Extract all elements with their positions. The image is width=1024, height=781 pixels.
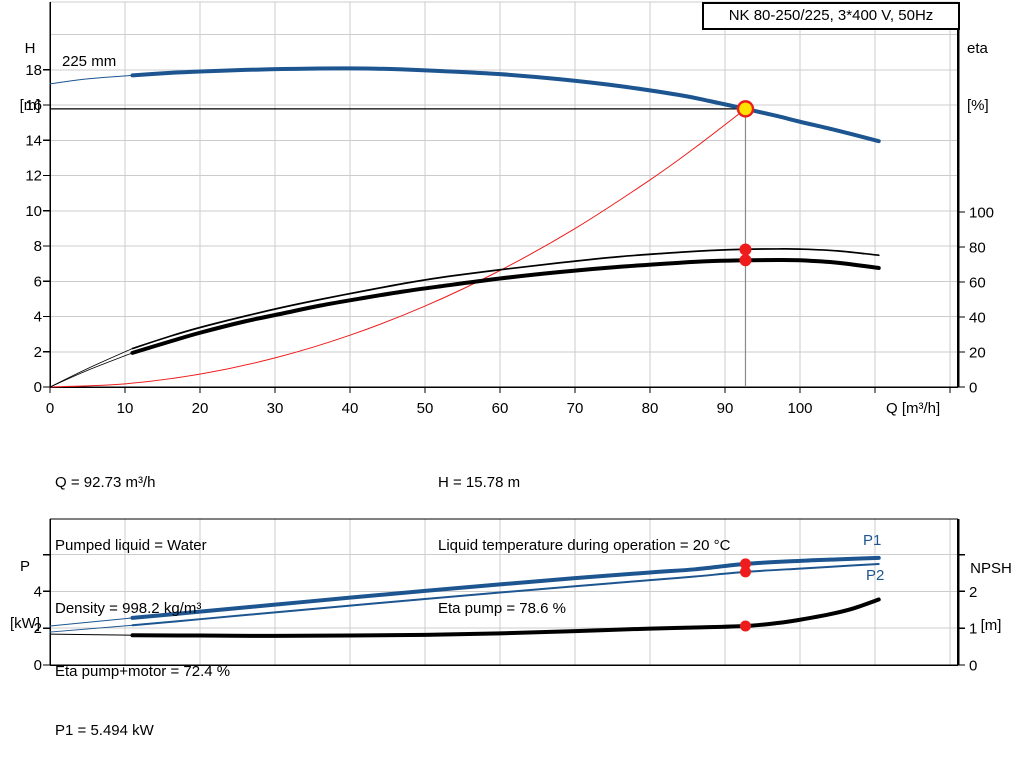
x-axis-tick-label: 0	[46, 400, 54, 417]
right-axis-tick-label: 60	[969, 275, 986, 292]
result-line-eta-pump-motor: Eta pump+motor = 72.4 %	[55, 663, 231, 680]
P1	[130, 555, 881, 620]
right-axis-tick-label: 2	[969, 584, 977, 601]
x-axis-tick-label: 60	[492, 400, 509, 417]
p1-curve-label: P1	[863, 532, 882, 549]
result-line-temperature: Liquid temperature during operation = 20…	[438, 537, 731, 554]
pump-title-box: NK 80-250/225, 3*400 V, 50Hz	[702, 2, 960, 30]
left-axis-tick-label: 2	[34, 620, 42, 637]
P1-lead-in	[49, 617, 133, 627]
npsh-axis-title-symbol: NPSH	[970, 560, 1012, 577]
P2-lead-in	[49, 624, 133, 633]
NPSH-lead-in	[49, 633, 133, 636]
left-axis-tick-label: 10	[25, 203, 42, 220]
npsh-axis-title: NPSH [m]	[966, 521, 1016, 673]
power-axis-title-unit: [kW]	[10, 615, 40, 632]
left-axis-tick-label: 8	[34, 238, 42, 255]
left-axis-tick-label: 2	[34, 344, 42, 361]
result-line-h: H = 15.78 m	[438, 474, 521, 491]
P2	[131, 562, 880, 627]
left-axis-tick-label: 16	[25, 97, 42, 114]
pump-title: NK 80-250/225, 3*400 V, 50Hz	[728, 7, 934, 24]
right-axis-tick-label: 100	[969, 205, 994, 222]
left-axis-tick-label: 12	[25, 168, 42, 185]
x-axis-tick-label: 90	[717, 400, 734, 417]
left-axis-tick-label: 0	[34, 379, 42, 396]
x-axis-tick-label: 10	[117, 400, 134, 417]
power-axis-title: P [kW]	[6, 519, 44, 671]
p2-curve-label: P2	[866, 567, 885, 584]
system-curve	[49, 108, 746, 388]
curve-value-marker	[739, 566, 751, 578]
head-curve-225mm	[130, 66, 881, 144]
x-axis-tick-label: 80	[642, 400, 659, 417]
result-line-density: Density = 998.2 kg/m³	[55, 600, 202, 617]
left-axis-tick-label: 6	[34, 273, 42, 290]
right-axis-tick-label: 1	[969, 621, 977, 638]
left-axis-tick-label: 14	[25, 132, 42, 149]
left-axis-tick-label: 4	[34, 583, 42, 600]
duty-point-marker	[736, 100, 755, 118]
head-curve-225mm-lead-in	[49, 74, 133, 85]
x-axis-tick-label: 70	[567, 400, 584, 417]
NPSH	[130, 597, 881, 638]
x-axis-tick-label: 100	[787, 400, 812, 417]
x-axis-tick-label: 40	[342, 400, 359, 417]
flow-axis-title: Q [m³/h]	[886, 400, 941, 417]
duty-results-block-left: Q = 92.73 m³/h Pumped liquid = Water Den…	[55, 430, 230, 724]
impeller-diameter-label: 225 mm	[62, 53, 117, 70]
eta-pump-motor-curve	[130, 257, 881, 355]
x-axis-tick-label: 50	[417, 400, 434, 417]
x-axis-tick-label: 20	[192, 400, 209, 417]
right-axis-tick-label: 40	[969, 310, 986, 327]
power-axis-title-symbol: P	[19, 558, 30, 575]
right-axis-tick-label: 20	[969, 345, 986, 362]
curve-value-marker	[739, 243, 752, 256]
duty-results-block-right: H = 15.78 m Liquid temperature during op…	[438, 430, 730, 661]
left-axis-tick-label: 18	[25, 62, 42, 79]
curve-value-marker	[739, 254, 752, 267]
result-line-liquid: Pumped liquid = Water	[55, 537, 207, 554]
head-axis-title-unit: [m]	[19, 97, 41, 114]
power-results-block: P1 = 5.494 kW P2 = 5.059 kW NPSH = 1.06 …	[55, 678, 397, 781]
curve-value-marker	[739, 558, 751, 570]
x-axis-tick-label: 30	[267, 400, 284, 417]
eta-axis-title: eta [%]	[967, 1, 989, 153]
eta-pump-curve	[131, 248, 880, 350]
eta-axis-title-symbol: eta	[967, 40, 988, 57]
left-axis-tick-label: 0	[34, 657, 42, 674]
curve-value-marker	[739, 620, 751, 632]
eta-axis-title-unit: [%]	[967, 97, 989, 114]
left-axis-tick-label: 4	[34, 309, 42, 326]
right-axis-tick-label: 0	[969, 658, 977, 675]
eta-pump-motor-curve-lead-in	[49, 352, 133, 388]
right-axis-tick-label: 80	[969, 240, 986, 257]
result-line-q: Q = 92.73 m³/h	[55, 474, 156, 491]
head-axis-title-symbol: H	[24, 40, 36, 57]
result-line-eta-pump: Eta pump = 78.6 %	[438, 600, 566, 617]
result-line-p1: P1 = 5.494 kW	[55, 722, 154, 739]
right-axis-tick-label: 0	[969, 380, 977, 397]
head-axis-title: H [m]	[12, 1, 48, 153]
npsh-axis-title-unit: [m]	[980, 617, 1002, 634]
